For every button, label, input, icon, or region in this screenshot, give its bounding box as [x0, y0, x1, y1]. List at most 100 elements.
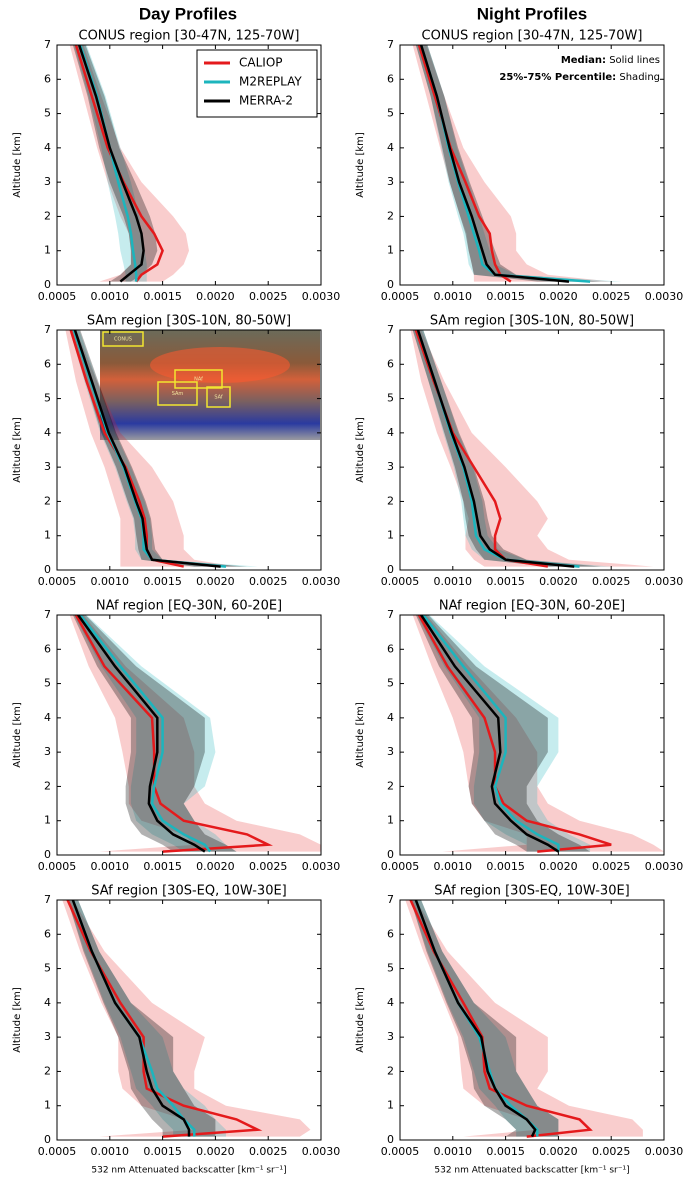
inset-map: CONUS SAm NAf SAf [100, 330, 320, 440]
y-tick-label: 3 [44, 1030, 51, 1043]
y-tick-label: 3 [44, 460, 51, 473]
y-tick-label: 6 [44, 357, 51, 370]
y-tick-label: 1 [44, 814, 51, 827]
x-tick-label: 0.0015 [143, 290, 182, 303]
y-axis-label: Altitude [km] [355, 132, 366, 198]
x-tick-label: 0.0010 [434, 1145, 473, 1158]
annotation-text: Shading [619, 72, 660, 83]
percentile-shading [415, 615, 591, 852]
percentile-shading [412, 330, 612, 567]
x-tick-label: 0.0030 [645, 290, 684, 303]
x-tick-label: 0.0005 [38, 575, 77, 588]
plot-content [405, 900, 643, 1138]
percentile-shading [410, 330, 654, 567]
y-tick-label: 3 [387, 1030, 394, 1043]
x-tick-label: 0.0030 [302, 575, 341, 588]
plot-content [69, 615, 321, 853]
plot-content [69, 45, 189, 283]
chart-title: SAf region [30S-EQ, 10W-30E] [91, 884, 287, 899]
y-tick-label: 0 [44, 848, 51, 861]
plot-frame [399, 329, 665, 571]
percentile-shading [72, 615, 237, 852]
y-tick-label: 2 [387, 494, 394, 507]
y-tick-label: 3 [387, 460, 394, 473]
x-tick-label: 0.0025 [249, 290, 288, 303]
chart-title: NAf region [EQ-30N, 60-20E] [96, 599, 282, 614]
y-tick-label: 5 [387, 962, 394, 975]
percentile-shading [67, 900, 216, 1137]
chart-title: SAm region [30S-10N, 80-50W] [87, 314, 291, 329]
y-tick-label: 0 [44, 1133, 51, 1146]
annotation: 25%-75% Percentile: Shading [499, 72, 660, 83]
y-tick-label: 1 [44, 1099, 51, 1112]
percentile-shading [415, 45, 622, 282]
y-tick-label: 4 [44, 426, 51, 439]
x-tick-label: 0.0015 [486, 860, 525, 873]
plot-content [412, 615, 664, 853]
y-tick-label: 0 [387, 1133, 394, 1146]
y-tick-label: 1 [387, 529, 394, 542]
percentile-shading [70, 330, 248, 567]
annotation: Median: Solid lines [561, 55, 660, 66]
plot-frame [56, 899, 322, 1141]
x-tick-label: 0.0015 [143, 1145, 182, 1158]
x-tick-label: 0.0010 [434, 290, 473, 303]
plot-content [410, 330, 654, 568]
plot-content [412, 45, 622, 283]
x-tick-label: 0.0020 [196, 860, 235, 873]
plot-frame [56, 329, 322, 571]
percentile-shading [410, 900, 559, 1137]
annotation-bold: Median: [561, 55, 606, 66]
y-axis-label: Altitude [km] [355, 702, 366, 768]
annotation-bold: 25%-75% Percentile: [499, 72, 616, 83]
y-tick-label: 1 [387, 814, 394, 827]
y-tick-label: 6 [44, 642, 51, 655]
x-tick-label: 0.0010 [91, 575, 130, 588]
percentile-shading [73, 615, 237, 852]
x-tick-label: 0.0030 [645, 575, 684, 588]
x-tick-label: 0.0005 [381, 575, 420, 588]
y-tick-label: 7 [387, 893, 394, 906]
y-tick-label: 2 [44, 494, 51, 507]
region-box [157, 381, 198, 406]
y-tick-label: 7 [387, 38, 394, 51]
chart-title: SAm region [30S-10N, 80-50W] [430, 314, 634, 329]
median-line [77, 45, 145, 283]
y-tick-label: 0 [387, 563, 394, 576]
median-line [409, 900, 593, 1138]
x-tick-label: 0.0025 [592, 1145, 631, 1158]
map-dust [150, 347, 290, 383]
y-tick-label: 4 [387, 711, 394, 724]
plot-frame [399, 899, 665, 1141]
y-tick-label: 0 [44, 563, 51, 576]
region-label: SAf [214, 395, 223, 401]
y-tick-label: 2 [44, 779, 51, 792]
x-tick-label: 0.0010 [91, 1145, 130, 1158]
y-tick-label: 2 [387, 209, 394, 222]
y-tick-label: 5 [44, 677, 51, 690]
y-tick-label: 6 [44, 72, 51, 85]
x-tick-label: 0.0020 [196, 575, 235, 588]
y-tick-label: 0 [387, 848, 394, 861]
y-tick-label: 4 [387, 426, 394, 439]
percentile-shading [415, 45, 601, 282]
y-tick-label: 6 [387, 357, 394, 370]
plot-frame [56, 614, 322, 856]
x-tick-label: 0.0020 [539, 860, 578, 873]
x-tick-label: 0.0010 [91, 290, 130, 303]
annotation-text: Solid lines [609, 55, 660, 66]
region-label: SAm [172, 391, 184, 397]
x-tick-label: 0.0020 [539, 1145, 578, 1158]
y-tick-label: 5 [44, 962, 51, 975]
y-tick-label: 5 [44, 392, 51, 405]
y-tick-label: 7 [44, 608, 51, 621]
x-tick-label: 0.0025 [249, 860, 288, 873]
median-line [77, 615, 206, 853]
y-tick-label: 0 [387, 278, 394, 291]
y-tick-label: 3 [44, 175, 51, 188]
y-tick-label: 4 [44, 996, 51, 1009]
y-axis-label: Altitude [km] [12, 132, 23, 198]
y-tick-label: 2 [387, 1064, 394, 1077]
